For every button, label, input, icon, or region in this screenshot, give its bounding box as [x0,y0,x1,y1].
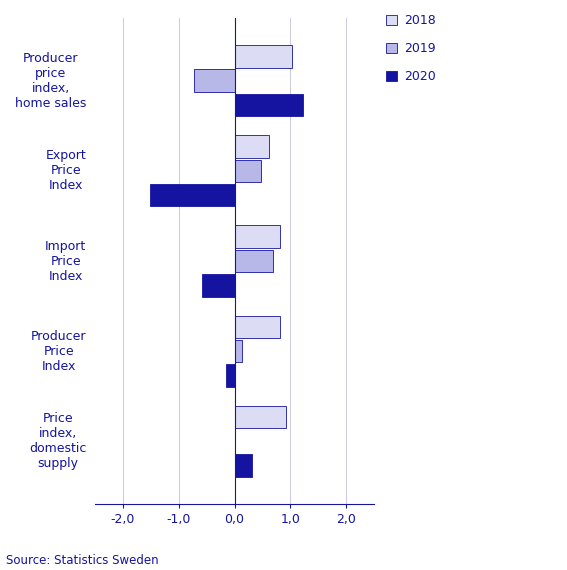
Bar [235,45,291,68]
Bar [235,250,273,272]
Legend: 2018, 2019, 2020: 2018, 2019, 2020 [386,14,435,83]
Bar [235,340,242,363]
Bar [194,70,235,92]
Text: Source: Statistics Sweden: Source: Statistics Sweden [6,554,158,567]
Bar [235,454,252,477]
Bar [235,135,269,158]
Bar [235,160,261,182]
Bar [235,406,286,428]
Bar [235,316,280,338]
Bar [235,93,303,116]
Bar [226,364,235,387]
Bar [150,184,235,206]
Bar [235,225,280,248]
Bar [202,274,235,296]
